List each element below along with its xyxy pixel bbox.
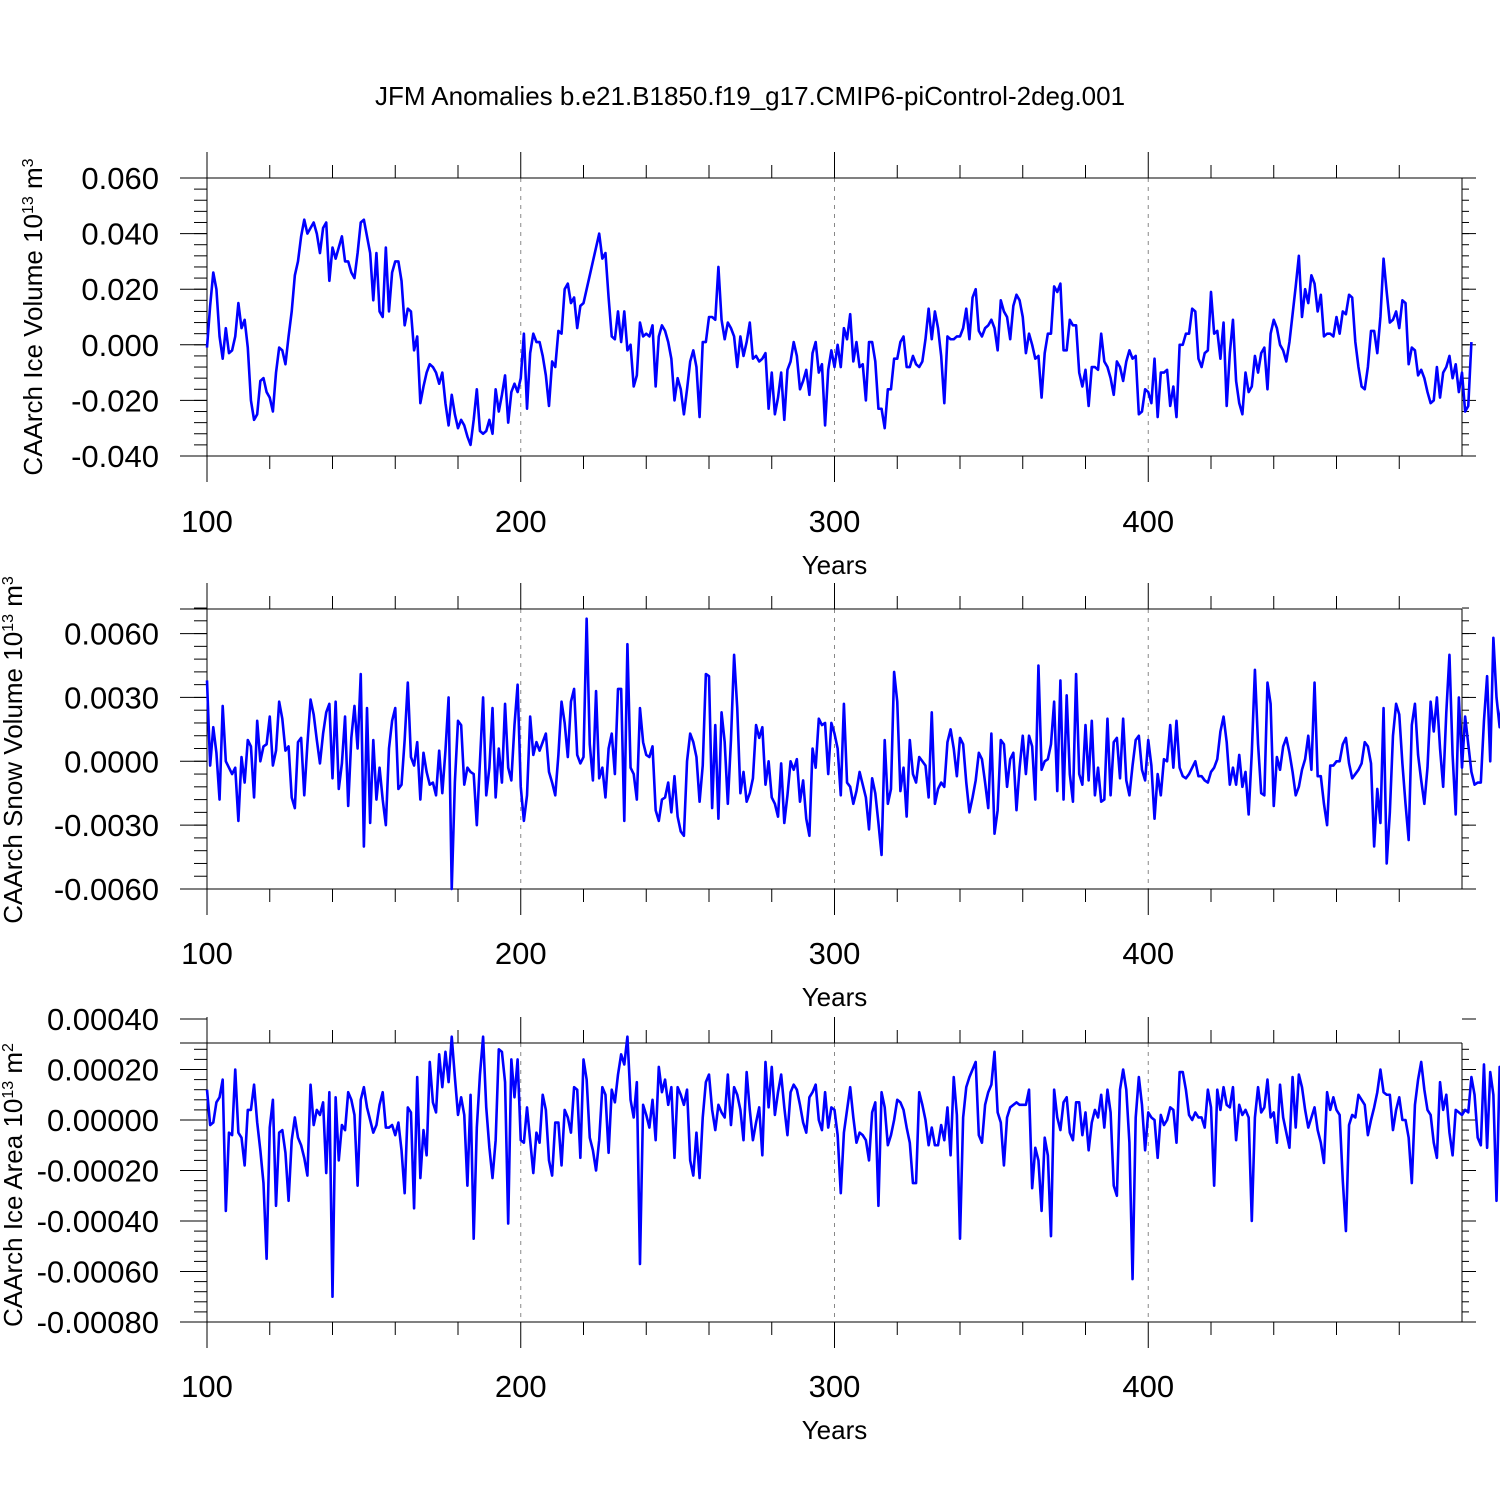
x-tick-label: 100 — [181, 504, 233, 539]
x-tick-label: 300 — [809, 504, 861, 539]
y-tick-label: -0.00020 — [37, 1154, 159, 1189]
y-tick-label: 0.0030 — [64, 680, 159, 715]
x-tick-label: 400 — [1122, 1369, 1174, 1404]
y-axis-label: CAArch Snow Volume 1013 m3 — [0, 576, 28, 924]
x-axis-label: Years — [802, 1415, 868, 1445]
chart-panel-2: 0.0060 0.0030 0.0000 -0.0030 -0.0060 100 200 30… — [0, 576, 1500, 1012]
x-tick-label: 400 — [1122, 504, 1174, 539]
y-tick-label: -0.020 — [71, 383, 159, 418]
y-tick-label: 0.0000 — [64, 744, 159, 779]
series-line — [205, 1035, 1500, 1299]
y-axis-label: CAArch Ice Area 1013 m2 — [0, 1043, 28, 1327]
y-tick-label: 0.060 — [81, 161, 159, 196]
y-axis-label: CAArch Ice Volume 1013 m3 — [18, 158, 48, 475]
y-tick-label: 0.000 — [81, 328, 159, 363]
y-tick-label: -0.00060 — [37, 1255, 159, 1290]
y-tick-label: 0.00020 — [47, 1053, 159, 1088]
y-tick-label: 0.020 — [81, 272, 159, 307]
y-tick-label: -0.00040 — [37, 1204, 159, 1239]
x-tick-label: 300 — [809, 1369, 861, 1404]
y-tick-label: -0.0060 — [54, 872, 159, 907]
y-tick-label: 0.00040 — [47, 1002, 159, 1037]
x-tick-label: 200 — [495, 1369, 547, 1404]
x-axis-label: Years — [802, 982, 868, 1012]
y-tick-label: -0.0030 — [54, 808, 159, 843]
y-tick-label: 0.00000 — [47, 1103, 159, 1138]
y-tick-label: -0.040 — [71, 439, 159, 474]
x-tick-label: 100 — [181, 1369, 233, 1404]
series-line — [205, 218, 1473, 447]
y-tick-label: 0.040 — [81, 217, 159, 252]
x-tick-label: 300 — [809, 936, 861, 971]
x-tick-label: 200 — [495, 936, 547, 971]
x-tick-label: 400 — [1122, 936, 1174, 971]
x-tick-label: 200 — [495, 504, 547, 539]
x-tick-label: 100 — [181, 936, 233, 971]
chart-panel-3: 0.00040 0.00020 0.00000 -0.00020 -0.00040 -0.… — [0, 1002, 1500, 1445]
series-line — [205, 617, 1500, 891]
x-axis-label: Years — [802, 550, 868, 580]
chart-panel-1: 0.060 0.040 0.020 0.000 -0.020 -0.040 100 200 30… — [18, 152, 1476, 580]
chart-title: JFM Anomalies b.e21.B1850.f19_g17.CMIP6-… — [375, 81, 1125, 111]
y-tick-label: -0.00080 — [37, 1305, 159, 1340]
y-tick-label: 0.0060 — [64, 617, 159, 652]
